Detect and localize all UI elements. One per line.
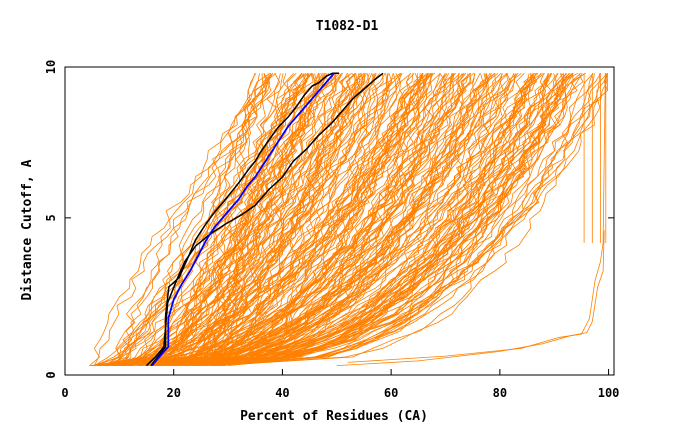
model-curve xyxy=(118,73,517,366)
model-curve xyxy=(160,73,423,366)
model-curve xyxy=(141,72,508,366)
model-curve xyxy=(165,73,433,366)
model-curve xyxy=(149,73,564,366)
model-curve xyxy=(125,73,549,366)
y-tick-label: 5 xyxy=(44,214,58,221)
model-curve xyxy=(89,73,533,366)
model-curve xyxy=(111,73,363,366)
model-curve xyxy=(217,73,568,366)
model-curve xyxy=(202,73,602,366)
model-curve xyxy=(171,73,423,366)
model-curve xyxy=(98,73,608,366)
model-curve xyxy=(113,72,271,366)
model-curve xyxy=(150,73,492,366)
model-curve xyxy=(124,72,472,366)
x-tick-label: 40 xyxy=(275,386,289,400)
model-curve xyxy=(123,73,273,366)
y-tick-label: 0 xyxy=(44,371,58,378)
model-curve xyxy=(118,73,574,366)
model-curve xyxy=(176,73,366,366)
model-curve xyxy=(121,72,574,366)
model-curve xyxy=(123,72,352,366)
model-curve xyxy=(101,73,534,366)
x-tick-label: 0 xyxy=(61,386,68,400)
model-curve xyxy=(170,73,257,366)
model-curve xyxy=(96,73,484,366)
model-curve xyxy=(97,72,586,366)
model-curve xyxy=(115,73,459,366)
model-curve-outlier xyxy=(347,73,606,363)
model-curve xyxy=(105,73,358,366)
model-curve xyxy=(192,73,594,366)
model-curve xyxy=(107,73,509,366)
model-curve xyxy=(131,73,469,366)
model-curve xyxy=(144,73,361,366)
model-curve xyxy=(157,72,543,366)
model-curve xyxy=(120,73,542,366)
model-curve xyxy=(119,73,340,366)
model-curve xyxy=(166,72,309,366)
y-tick-label: 10 xyxy=(44,60,58,74)
y-axis-title: Distance Cutoff, A xyxy=(20,159,35,300)
model-curve xyxy=(91,73,433,366)
model-curve xyxy=(191,73,550,366)
model-curve xyxy=(173,72,401,366)
model-curve xyxy=(166,73,534,366)
model-curve xyxy=(161,73,574,366)
model-curve xyxy=(105,73,467,366)
model-curve xyxy=(224,73,453,366)
model-curve xyxy=(146,73,549,366)
model-curve xyxy=(95,73,608,366)
chart-title: T1082-D1 xyxy=(316,19,379,34)
model-curve xyxy=(152,72,586,366)
x-tick-label: 20 xyxy=(166,386,180,400)
model-curve xyxy=(179,73,512,366)
model-curve xyxy=(144,72,496,366)
model-curve xyxy=(199,73,471,366)
model-curve xyxy=(160,73,294,366)
model-curve xyxy=(159,73,465,366)
model-curve xyxy=(176,73,325,366)
model-curve xyxy=(118,73,269,366)
model-curve xyxy=(95,73,538,366)
model-curve xyxy=(221,73,489,366)
model-curve xyxy=(102,73,419,366)
model-curve xyxy=(198,72,539,366)
model-curve xyxy=(94,73,453,366)
model-curve xyxy=(179,73,361,366)
x-tick-label: 100 xyxy=(598,386,620,400)
model-curve xyxy=(141,73,335,366)
model-curve xyxy=(159,72,412,366)
model-curve xyxy=(182,73,425,366)
model-curve xyxy=(97,73,389,366)
x-axis-title: Percent of Residues (CA) xyxy=(240,409,428,424)
highlight-series-0 xyxy=(150,72,339,367)
highlight-series-2 xyxy=(151,72,335,367)
model-curve xyxy=(118,73,584,366)
model-curve xyxy=(89,73,272,366)
axis-ticks: 0 20 40 60 80 100 0 5 10 xyxy=(44,60,619,400)
model-curve xyxy=(215,73,608,366)
model-curve xyxy=(120,73,281,366)
model-curve xyxy=(210,73,509,366)
x-tick-label: 80 xyxy=(493,386,507,400)
model-curve xyxy=(107,73,370,366)
x-tick-label: 60 xyxy=(384,386,398,400)
model-curve xyxy=(139,73,303,366)
plot-frame xyxy=(64,66,615,376)
model-curve xyxy=(187,73,536,366)
model-curves xyxy=(89,72,608,366)
model-curve xyxy=(96,73,308,366)
model-curve xyxy=(114,73,402,366)
model-curve xyxy=(205,73,343,366)
highlighted-curves xyxy=(145,72,384,367)
model-curve xyxy=(122,73,401,366)
model-curve xyxy=(92,73,429,366)
model-curve xyxy=(102,73,348,366)
highlight-series-1 xyxy=(145,72,384,367)
model-curve xyxy=(216,73,595,366)
model-curve xyxy=(204,73,389,366)
